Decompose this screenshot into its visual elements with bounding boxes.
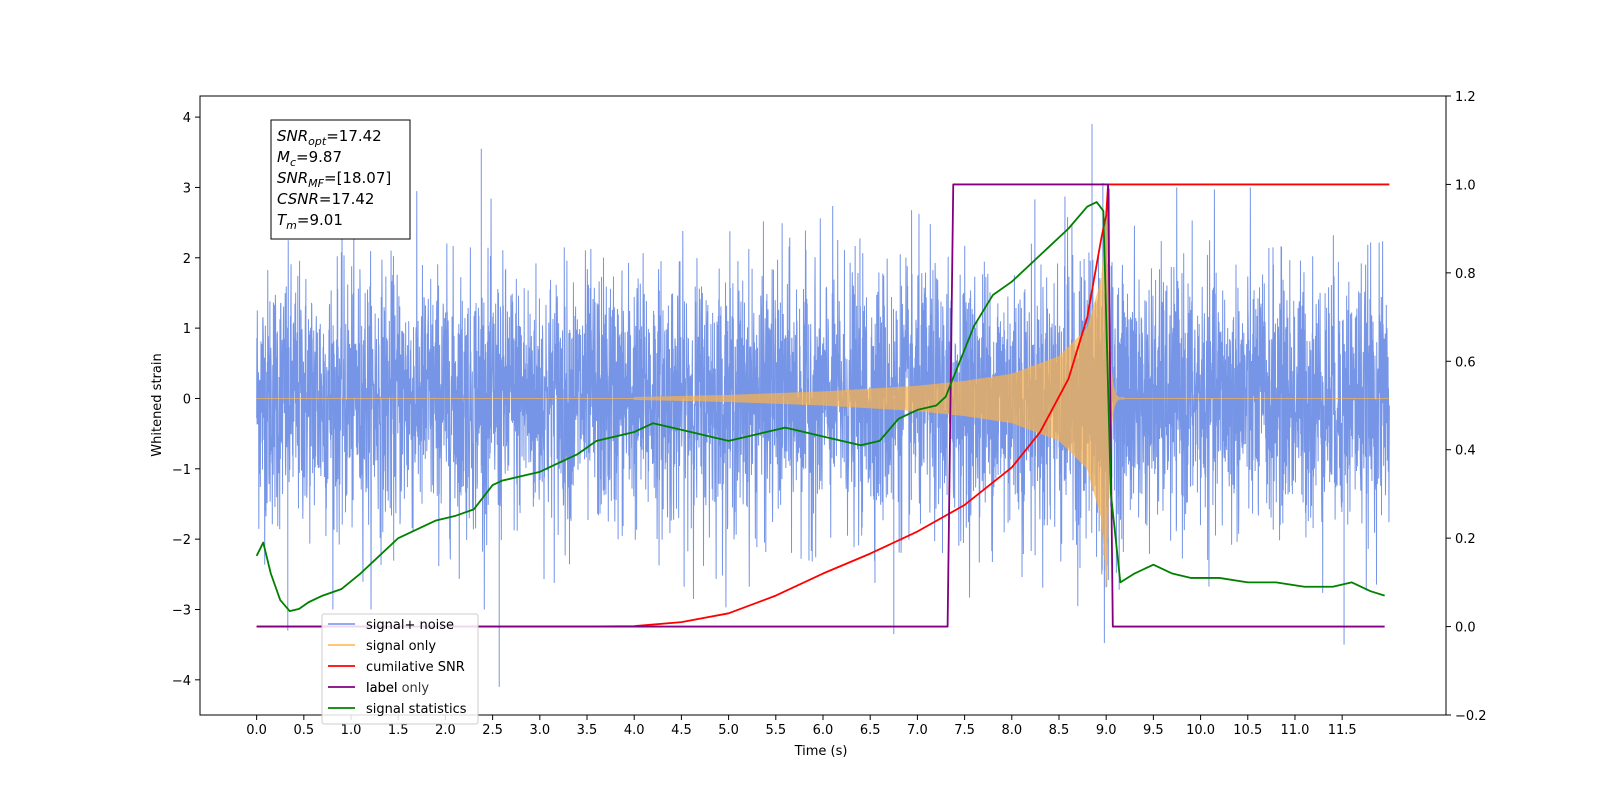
- legend-label: signal statistics: [366, 702, 467, 717]
- x-tick-label: 8.0: [1001, 723, 1022, 738]
- series-signal-only: [256, 212, 1390, 587]
- x-tick-label: 9.0: [1096, 723, 1117, 738]
- y2-tick-label: 0.4: [1455, 444, 1476, 459]
- y-tick-label: −1: [172, 463, 191, 478]
- y2-tick-label: 0.0: [1455, 621, 1476, 636]
- x-tick-label: 10.5: [1233, 723, 1262, 738]
- y-axis-right: 1.2 1.0 0.8 0.6 0.4 0.2 0.0 −0.2: [1446, 90, 1487, 724]
- signal-plus-noise-line: [256, 124, 1390, 687]
- y2-tick-label: 1.0: [1455, 178, 1476, 193]
- annotation-line: SNRMF=[18.07]: [277, 169, 391, 190]
- x-tick-label: 0.5: [293, 723, 314, 738]
- y-tick-label: 3: [183, 181, 191, 196]
- y-tick-label: −4: [172, 674, 191, 689]
- x-tick-label: 7.0: [907, 723, 928, 738]
- x-tick-label: 9.5: [1143, 723, 1164, 738]
- y-axis-left: 4 3 2 1 0 −1 −2 −3 −4: [172, 111, 200, 689]
- y-tick-label: 2: [183, 252, 191, 267]
- y-tick-label: −3: [172, 603, 191, 618]
- annotation-line: Mc=9.87: [277, 148, 342, 169]
- y2-tick-label: 1.2: [1455, 90, 1476, 105]
- x-axis-label: Time (s): [794, 744, 848, 759]
- x-tick-label: 8.5: [1049, 723, 1070, 738]
- legend-label: cumilative SNR: [366, 660, 465, 675]
- x-tick-label: 11.5: [1328, 723, 1357, 738]
- x-tick-label: 1.5: [388, 723, 409, 738]
- x-tick-label: 10.0: [1186, 723, 1215, 738]
- y-axis-label: Whitened strain: [150, 353, 165, 456]
- legend-label: signal+ noise: [366, 618, 454, 633]
- y-tick-label: 4: [183, 111, 191, 126]
- annotation-box: SNRopt=17.42Mc=9.87SNRMF=[18.07]CSNR=17.…: [270, 119, 411, 240]
- x-tick-label: 3.5: [577, 723, 598, 738]
- x-tick-label: 2.0: [435, 723, 456, 738]
- x-tick-label: 4.5: [671, 723, 692, 738]
- legend-ghost-label: label only: [366, 681, 429, 696]
- annotation-line: Tm=9.01: [277, 211, 343, 232]
- legend-label: label: [366, 681, 397, 696]
- y-tick-label: −2: [172, 533, 191, 548]
- signal-only-line: [256, 212, 1390, 587]
- y-tick-label: 1: [183, 322, 191, 337]
- x-tick-label: 1.0: [341, 723, 362, 738]
- x-tick-label: 4.0: [624, 723, 645, 738]
- series-signal-statistics-line: [255, 201, 1385, 612]
- x-tick-label: 5.0: [718, 723, 739, 738]
- x-tick-label: 6.5: [860, 723, 881, 738]
- right-axis-series: [255, 183, 1390, 628]
- x-tick-label: 7.5: [954, 723, 975, 738]
- x-tick-label: 0.0: [246, 723, 267, 738]
- y2-tick-label: 0.2: [1455, 532, 1476, 547]
- legend-label: signal only: [366, 639, 436, 654]
- x-tick-label: 2.5: [482, 723, 503, 738]
- annotation-line: SNRopt=17.42: [277, 127, 382, 148]
- series-cumilative-snr-line: [256, 183, 1390, 628]
- annotation-line: CSNR=17.42: [277, 190, 374, 208]
- x-axis: 0.0 0.5 1.0 1.5 2.0 2.5 3.0 3.5 4.0 4.5 5.0 5.5 6.0 6…: [246, 715, 1357, 738]
- y2-tick-label: −0.2: [1455, 709, 1487, 724]
- plot-area: [255, 124, 1390, 687]
- x-tick-label: 11.0: [1280, 723, 1309, 738]
- y-tick-label: 0: [183, 392, 191, 407]
- x-tick-label: 5.5: [765, 723, 786, 738]
- y2-tick-label: 0.6: [1455, 355, 1476, 370]
- y2-tick-label: 0.8: [1455, 267, 1476, 282]
- series-signal-plus-noise: [256, 124, 1390, 687]
- series-label-line: [256, 183, 1385, 628]
- x-tick-label: 3.0: [529, 723, 550, 738]
- x-tick-label: 6.0: [813, 723, 834, 738]
- legend: signal+ noise signal only cumilative SNR la…: [321, 613, 479, 725]
